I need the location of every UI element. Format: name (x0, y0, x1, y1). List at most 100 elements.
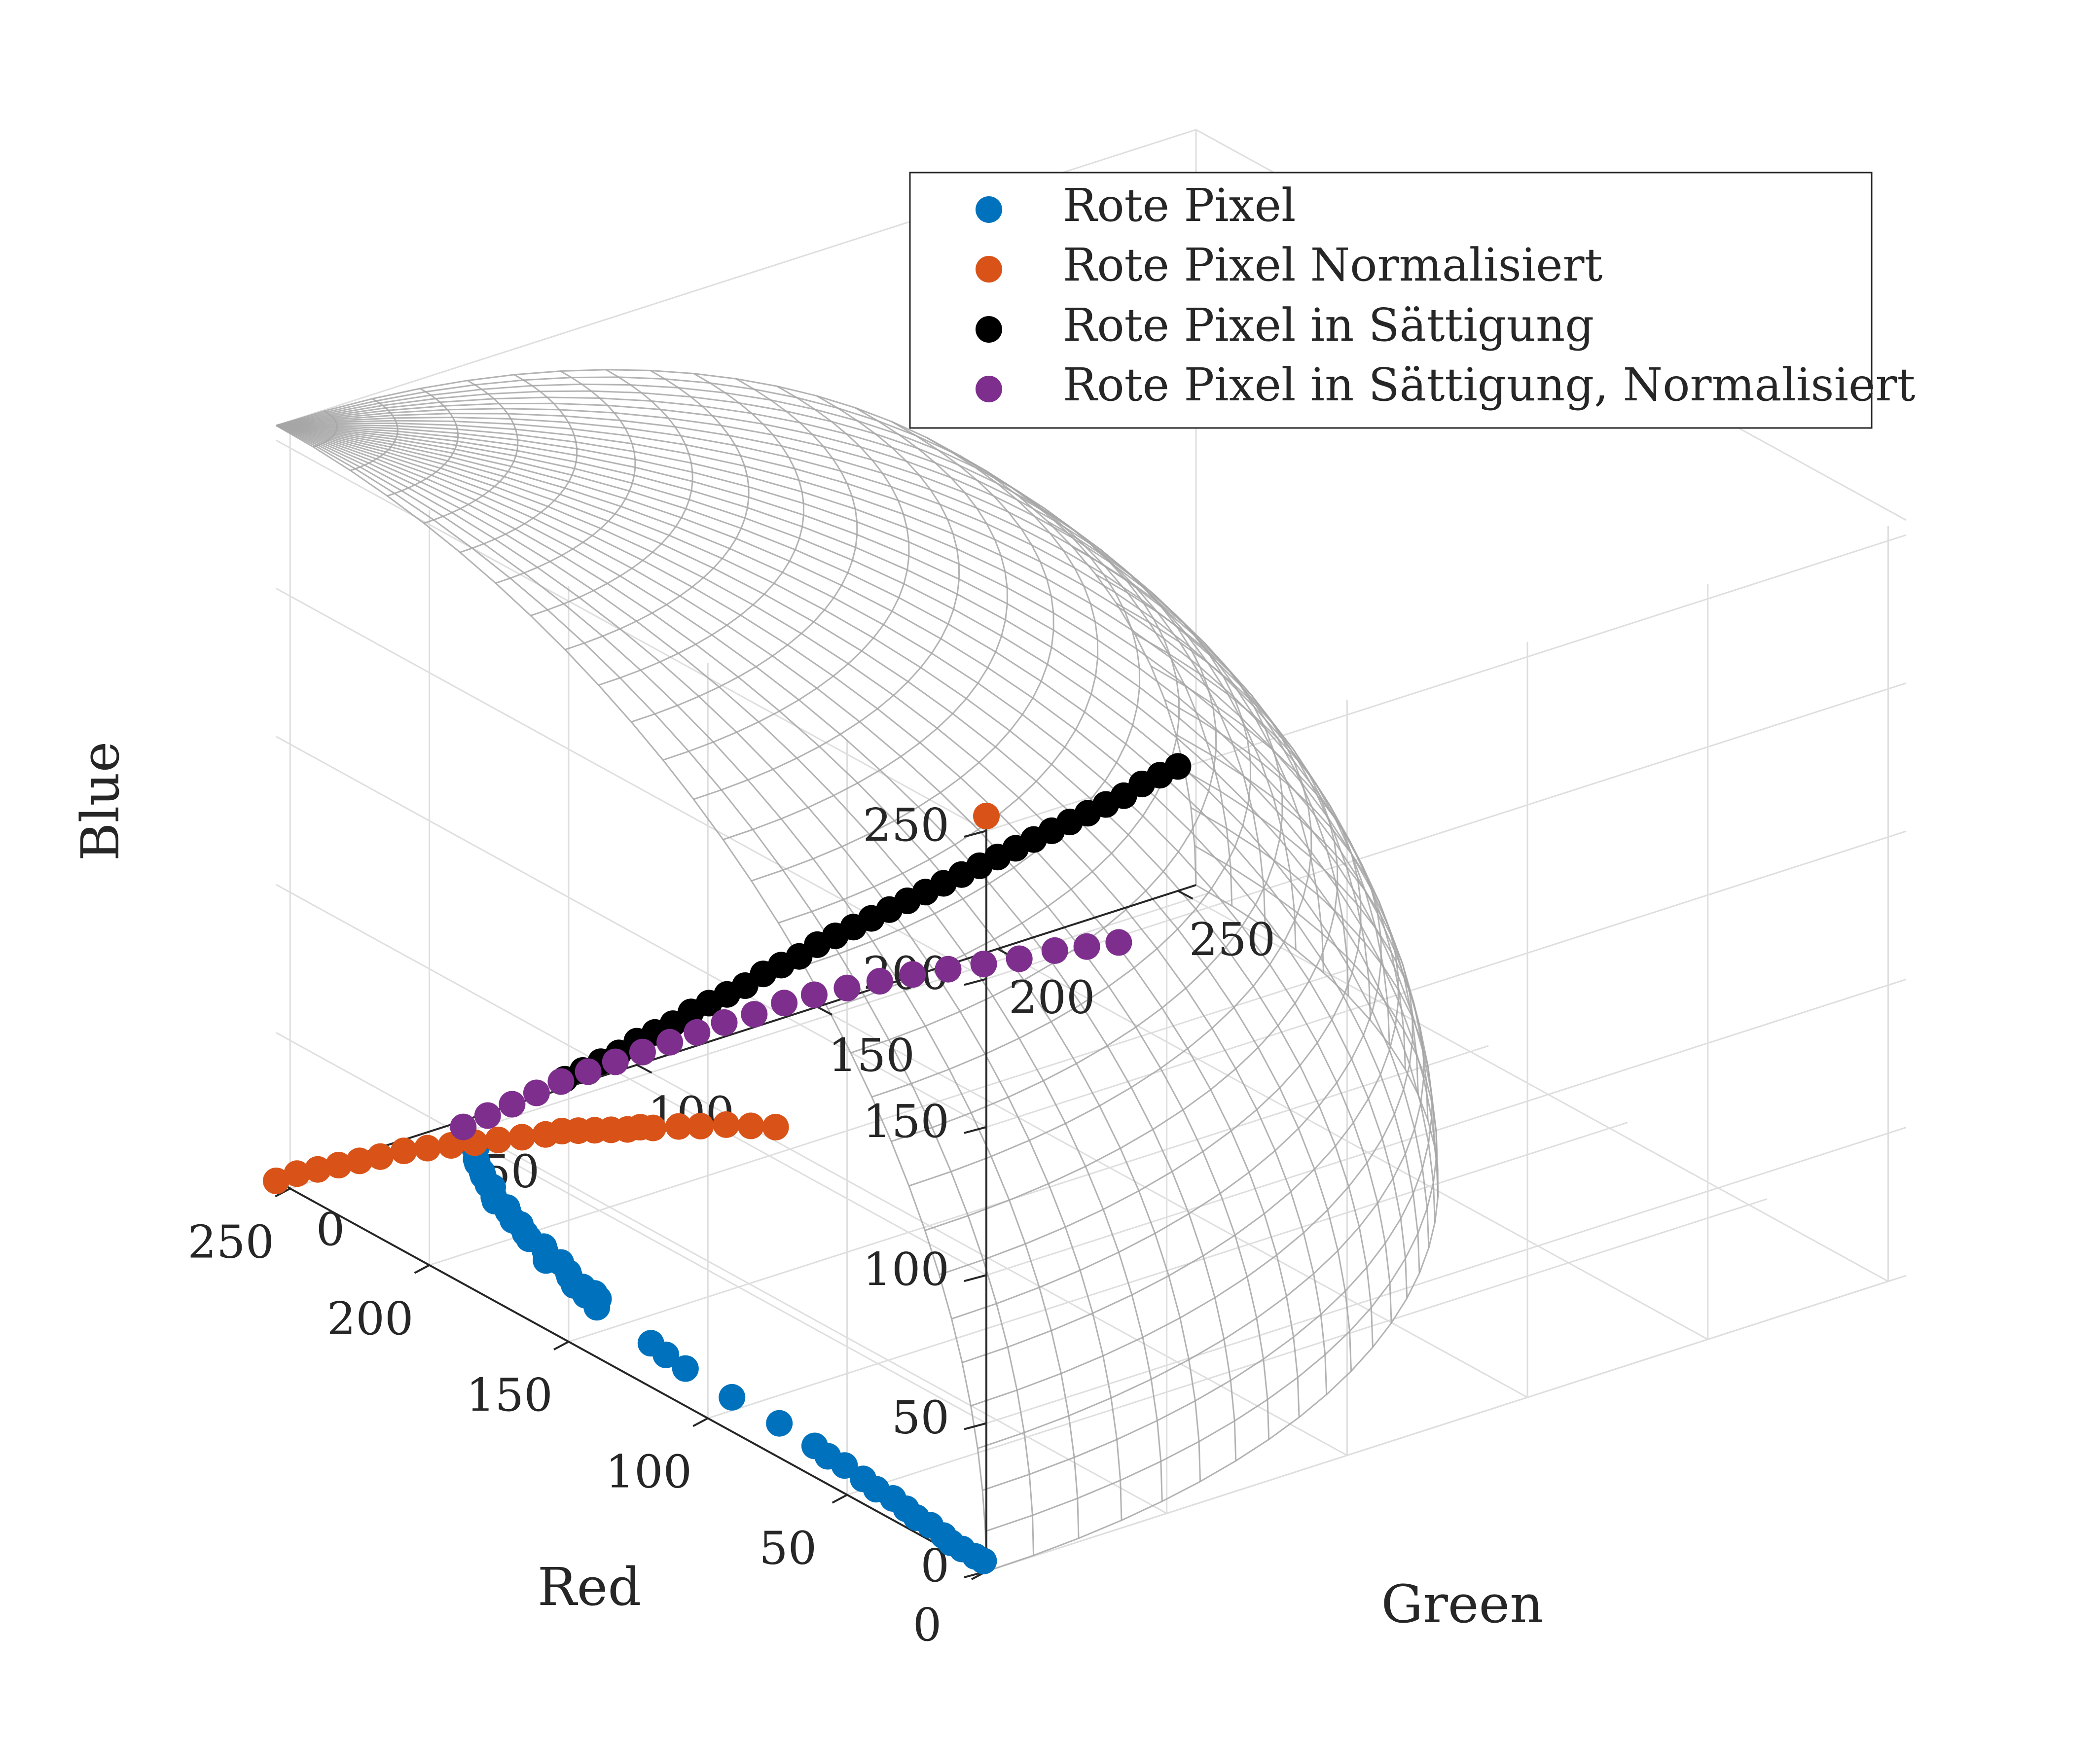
legend-label-normalisiert: Rote Pixel Normalisiert (1063, 239, 1603, 291)
data-point (1164, 753, 1192, 780)
x-tick (553, 1341, 569, 1351)
x-tick-label: 100 (605, 1445, 692, 1498)
sphere-mesh-line (850, 497, 1217, 1054)
sphere-mesh-line (693, 395, 960, 800)
z-tick-label: 250 (863, 799, 949, 852)
legend: Rote Pixel Rote Pixel Normalisiert Rote … (909, 172, 1915, 429)
data-point (629, 1038, 656, 1066)
sphere-mesh-line (276, 425, 1122, 1521)
x-axis-line (276, 1180, 987, 1572)
sphere-mesh-line (460, 374, 578, 553)
sphere-mesh-line (276, 383, 1266, 928)
data-point (346, 1147, 373, 1174)
data-point (684, 1019, 711, 1046)
data-point (766, 1410, 793, 1437)
sphere-mesh-line (276, 425, 1392, 1323)
grid-line (986, 830, 1907, 1128)
sphere-mesh-line (495, 370, 636, 584)
data-point (304, 1156, 331, 1183)
sphere-mesh-line (891, 546, 1283, 1142)
data-point (450, 1113, 477, 1140)
y-tick (817, 1006, 833, 1016)
z-tick (964, 1126, 987, 1134)
sphere-mesh-line (276, 425, 1374, 1348)
legend-label-rote-pixel: Rote Pixel (1063, 179, 1296, 232)
x-tick-label: 50 (759, 1522, 817, 1575)
data-point (762, 1113, 789, 1140)
y-tick-label: 0 (316, 1203, 345, 1256)
data-point (547, 1068, 575, 1095)
sphere-mesh-line (276, 402, 1349, 996)
legend-marker-saettigung-normalisiert (976, 376, 1002, 402)
data-point (575, 1058, 602, 1085)
data-point (485, 1126, 512, 1153)
data-point (771, 990, 798, 1017)
y-tick (1177, 889, 1194, 900)
data-point (713, 1111, 740, 1138)
sphere-mesh-line (723, 407, 1008, 841)
sphere-mesh-line (350, 398, 398, 471)
z-tick (964, 978, 987, 986)
data-point (741, 1001, 768, 1028)
data-point (866, 968, 893, 995)
data-point (719, 1384, 746, 1411)
z-tick-label: 100 (863, 1243, 949, 1296)
data-point (637, 1330, 664, 1357)
grid-line (986, 1275, 1907, 1572)
grid-line (276, 439, 987, 832)
data-point (499, 1091, 526, 1118)
grid-line (1177, 890, 1889, 1282)
data-point (737, 1112, 764, 1139)
sphere-mesh-line (971, 734, 1413, 1407)
sphere-mesh-line (982, 807, 1433, 1491)
data-point (801, 1432, 828, 1459)
sphere-mesh-line (276, 376, 1233, 906)
grid-line (847, 1198, 1768, 1496)
z-tick-label: 50 (892, 1391, 949, 1444)
sphere-mesh-line (530, 369, 693, 617)
grid-line (276, 736, 987, 1128)
grid-line (456, 1122, 1167, 1514)
sphere-mesh-line (423, 380, 519, 524)
sphere-mesh-line (598, 373, 804, 686)
legend-marker-rote-pixel (976, 196, 1002, 223)
data-point (325, 1152, 352, 1178)
grid-line (568, 1045, 1489, 1343)
sphere-mesh-line (871, 521, 1252, 1098)
data-point (263, 1168, 290, 1194)
grid-line (276, 884, 987, 1276)
grid-line (276, 1032, 987, 1424)
x-tick-label: 150 (466, 1369, 553, 1422)
data-point (899, 961, 926, 988)
data-point (1041, 937, 1068, 964)
grid-line (817, 1006, 1528, 1398)
series-rote-pixel (462, 1134, 997, 1574)
z-axis-title: Blue (70, 742, 131, 861)
legend-label-saettigung-normalisiert: Rote Pixel in Sättigung, Normalisiert (1063, 358, 1915, 411)
sphere-surface (276, 369, 1439, 1572)
x-axis-title: Red (538, 1557, 641, 1617)
sphere-mesh-line (962, 699, 1399, 1363)
data-point (640, 1114, 667, 1141)
data-point (833, 974, 861, 1001)
sphere-mesh-line (751, 421, 1054, 882)
y-tick-label: 200 (1009, 971, 1095, 1024)
data-point (1105, 929, 1132, 956)
data-points (263, 753, 1192, 1574)
y-tick-label: 150 (828, 1029, 915, 1082)
sphere-mesh-line (925, 603, 1339, 1231)
z-tick (964, 830, 987, 838)
legend-box (909, 172, 1873, 429)
data-point (665, 1113, 692, 1140)
sphere-mesh-line (387, 388, 459, 497)
sphere-mesh-line (985, 845, 1437, 1532)
data-point (800, 981, 828, 1008)
sphere-mesh-line (276, 422, 1429, 1120)
sphere-mesh-line (951, 665, 1382, 1320)
sphere-mesh-line (803, 455, 1141, 966)
grid-line (986, 978, 1907, 1276)
sphere-mesh-line (565, 370, 750, 651)
sphere-mesh-line (276, 425, 1328, 1395)
data-point (367, 1143, 394, 1170)
